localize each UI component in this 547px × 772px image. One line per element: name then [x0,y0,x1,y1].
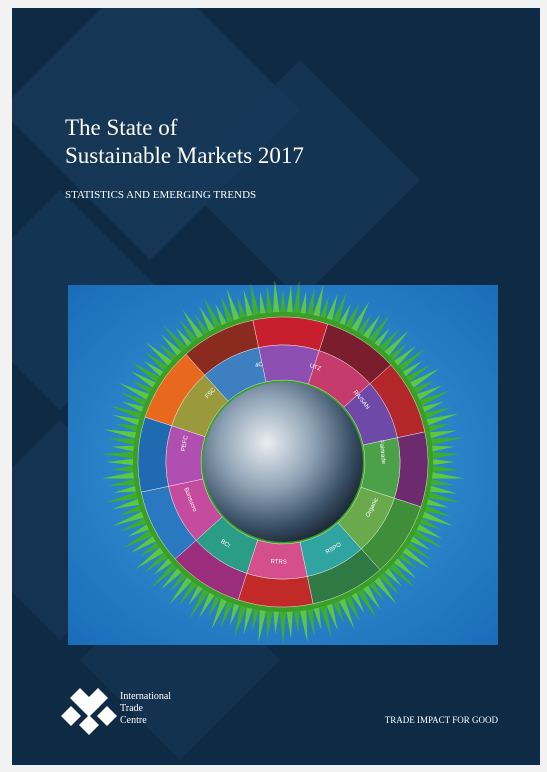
earth [203,382,363,542]
subtitle: STATISTICS AND EMERGING TRENDS [65,189,256,201]
title: Sustainable Markets 2017 [65,143,304,168]
publisher: International [120,691,171,702]
tagline: TRADE IMPACT FOR GOOD [385,715,499,725]
ring-label: RTRS [270,559,286,566]
publisher: Centre [120,715,147,726]
ring-segment [166,426,205,487]
title: The State of [65,115,178,140]
publisher: Trade [120,703,144,714]
page: The State of Sustainable Markets 2017 ST… [0,0,547,772]
cover: The State of Sustainable Markets 2017 ST… [0,0,547,772]
